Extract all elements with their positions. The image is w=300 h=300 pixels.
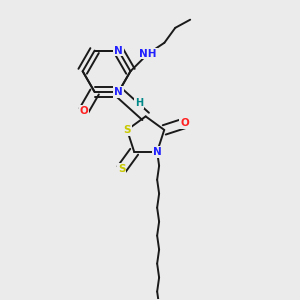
Text: NH: NH bbox=[139, 49, 157, 58]
Text: N: N bbox=[153, 147, 161, 157]
Text: S: S bbox=[118, 164, 125, 174]
Text: S: S bbox=[123, 125, 131, 135]
Text: H: H bbox=[135, 98, 143, 108]
Text: O: O bbox=[80, 106, 88, 116]
Text: O: O bbox=[180, 118, 189, 128]
Text: N: N bbox=[114, 87, 123, 97]
Text: N: N bbox=[114, 46, 123, 56]
